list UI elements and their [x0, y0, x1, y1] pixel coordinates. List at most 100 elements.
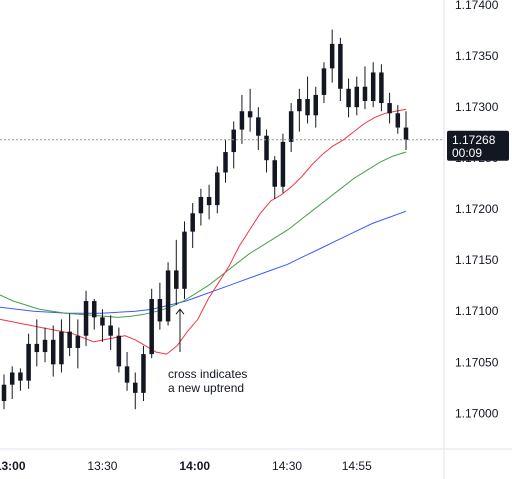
- candle: [223, 139, 228, 183]
- x-tick-label: 13:00: [0, 459, 26, 473]
- candle-body: [59, 331, 64, 365]
- current-price-value: 1.17268: [452, 133, 496, 147]
- candle: [190, 203, 195, 248]
- candle-body: [288, 111, 294, 142]
- candle-body: [354, 86, 360, 108]
- candle: [91, 298, 97, 330]
- candle: [59, 319, 64, 373]
- candle-body: [321, 68, 327, 95]
- candle-body: [206, 196, 212, 206]
- candle: [297, 88, 302, 132]
- candle-body: [149, 298, 154, 355]
- candle: [321, 62, 327, 104]
- annotation-line-2: a new uptrend: [168, 381, 244, 395]
- candle: [1, 374, 7, 410]
- price-axis[interactable]: 1.174001.173501.173001.172501.172001.171…: [455, 0, 499, 420]
- candle: [174, 239, 179, 306]
- candle-body: [256, 117, 261, 136]
- candle: [18, 368, 23, 391]
- candle: [305, 76, 310, 124]
- y-tick-label: 1.17200: [455, 202, 499, 216]
- ma-fast-line: [0, 108, 407, 355]
- candle-body: [91, 301, 97, 318]
- candle-body: [42, 339, 48, 353]
- candle: [141, 345, 146, 402]
- candle-body: [346, 88, 351, 108]
- annotation-arrow-head: [175, 308, 185, 315]
- ma-slow-line: [0, 210, 407, 314]
- candle: [395, 105, 401, 134]
- candle: [346, 78, 351, 118]
- time-axis[interactable]: 13:00 13:30 14:00 14:30 14:55: [0, 459, 372, 473]
- candle: [288, 103, 294, 153]
- candle: [370, 62, 376, 108]
- candle-body: [231, 129, 236, 153]
- candle: [403, 111, 409, 151]
- candle-body: [182, 231, 187, 289]
- candle: [206, 184, 212, 220]
- candle: [280, 133, 286, 193]
- x-tick-label: 14:00: [179, 459, 210, 473]
- candle-body: [403, 127, 409, 140]
- ma-mid-line: [0, 151, 407, 318]
- current-price-label: 1.17268 00:09: [0, 130, 509, 161]
- candle-body: [157, 298, 163, 322]
- candle: [50, 325, 56, 377]
- x-tick-label: 13:30: [87, 459, 117, 473]
- candle: [198, 188, 204, 226]
- candle-body: [133, 382, 138, 393]
- candle: [354, 76, 360, 116]
- candle: [215, 166, 220, 214]
- candle: [133, 372, 138, 410]
- candle: [182, 221, 187, 299]
- candle-body: [280, 141, 286, 187]
- candle-body: [9, 372, 15, 385]
- candle: [67, 313, 72, 357]
- candles: [1, 29, 409, 410]
- candle-body: [108, 325, 113, 336]
- candle: [26, 333, 31, 389]
- candle: [75, 319, 81, 369]
- candle-body: [329, 43, 335, 69]
- y-tick-label: 1.17150: [455, 253, 499, 267]
- x-tick-label: 14:30: [272, 459, 302, 473]
- candle-body: [223, 152, 228, 173]
- candle-body: [190, 213, 195, 232]
- candle-body: [50, 339, 56, 365]
- annotation-line-1: cross indicates: [168, 367, 247, 381]
- candle: [34, 319, 40, 367]
- candle: [313, 86, 319, 128]
- candle-body: [75, 335, 81, 348]
- candle-body: [215, 172, 220, 206]
- candle: [264, 129, 269, 173]
- candle: [157, 282, 163, 330]
- y-tick-label: 1.17000: [455, 406, 499, 420]
- candle-body: [198, 196, 204, 214]
- y-tick-label: 1.17300: [455, 100, 499, 114]
- candle: [83, 290, 89, 346]
- candle-body: [313, 94, 319, 116]
- candle-body: [1, 384, 7, 402]
- candle-body: [239, 111, 245, 130]
- moving-averages: [0, 108, 407, 355]
- current-price-box: [447, 130, 509, 161]
- candle: [362, 66, 368, 110]
- candle: [379, 64, 384, 112]
- x-tick-label: 14:55: [342, 459, 372, 473]
- candle: [42, 327, 48, 363]
- candle-body: [174, 270, 179, 289]
- candle-body: [34, 343, 40, 353]
- candle: [9, 366, 15, 399]
- candle-body: [305, 98, 310, 116]
- y-tick-label: 1.17350: [455, 49, 499, 63]
- candle-body: [124, 366, 130, 383]
- candle: [247, 88, 253, 132]
- candle-countdown: 00:09: [452, 146, 482, 160]
- candle-body: [141, 354, 146, 393]
- candle-body: [338, 43, 343, 89]
- candle: [100, 309, 105, 342]
- candle-body: [387, 103, 392, 114]
